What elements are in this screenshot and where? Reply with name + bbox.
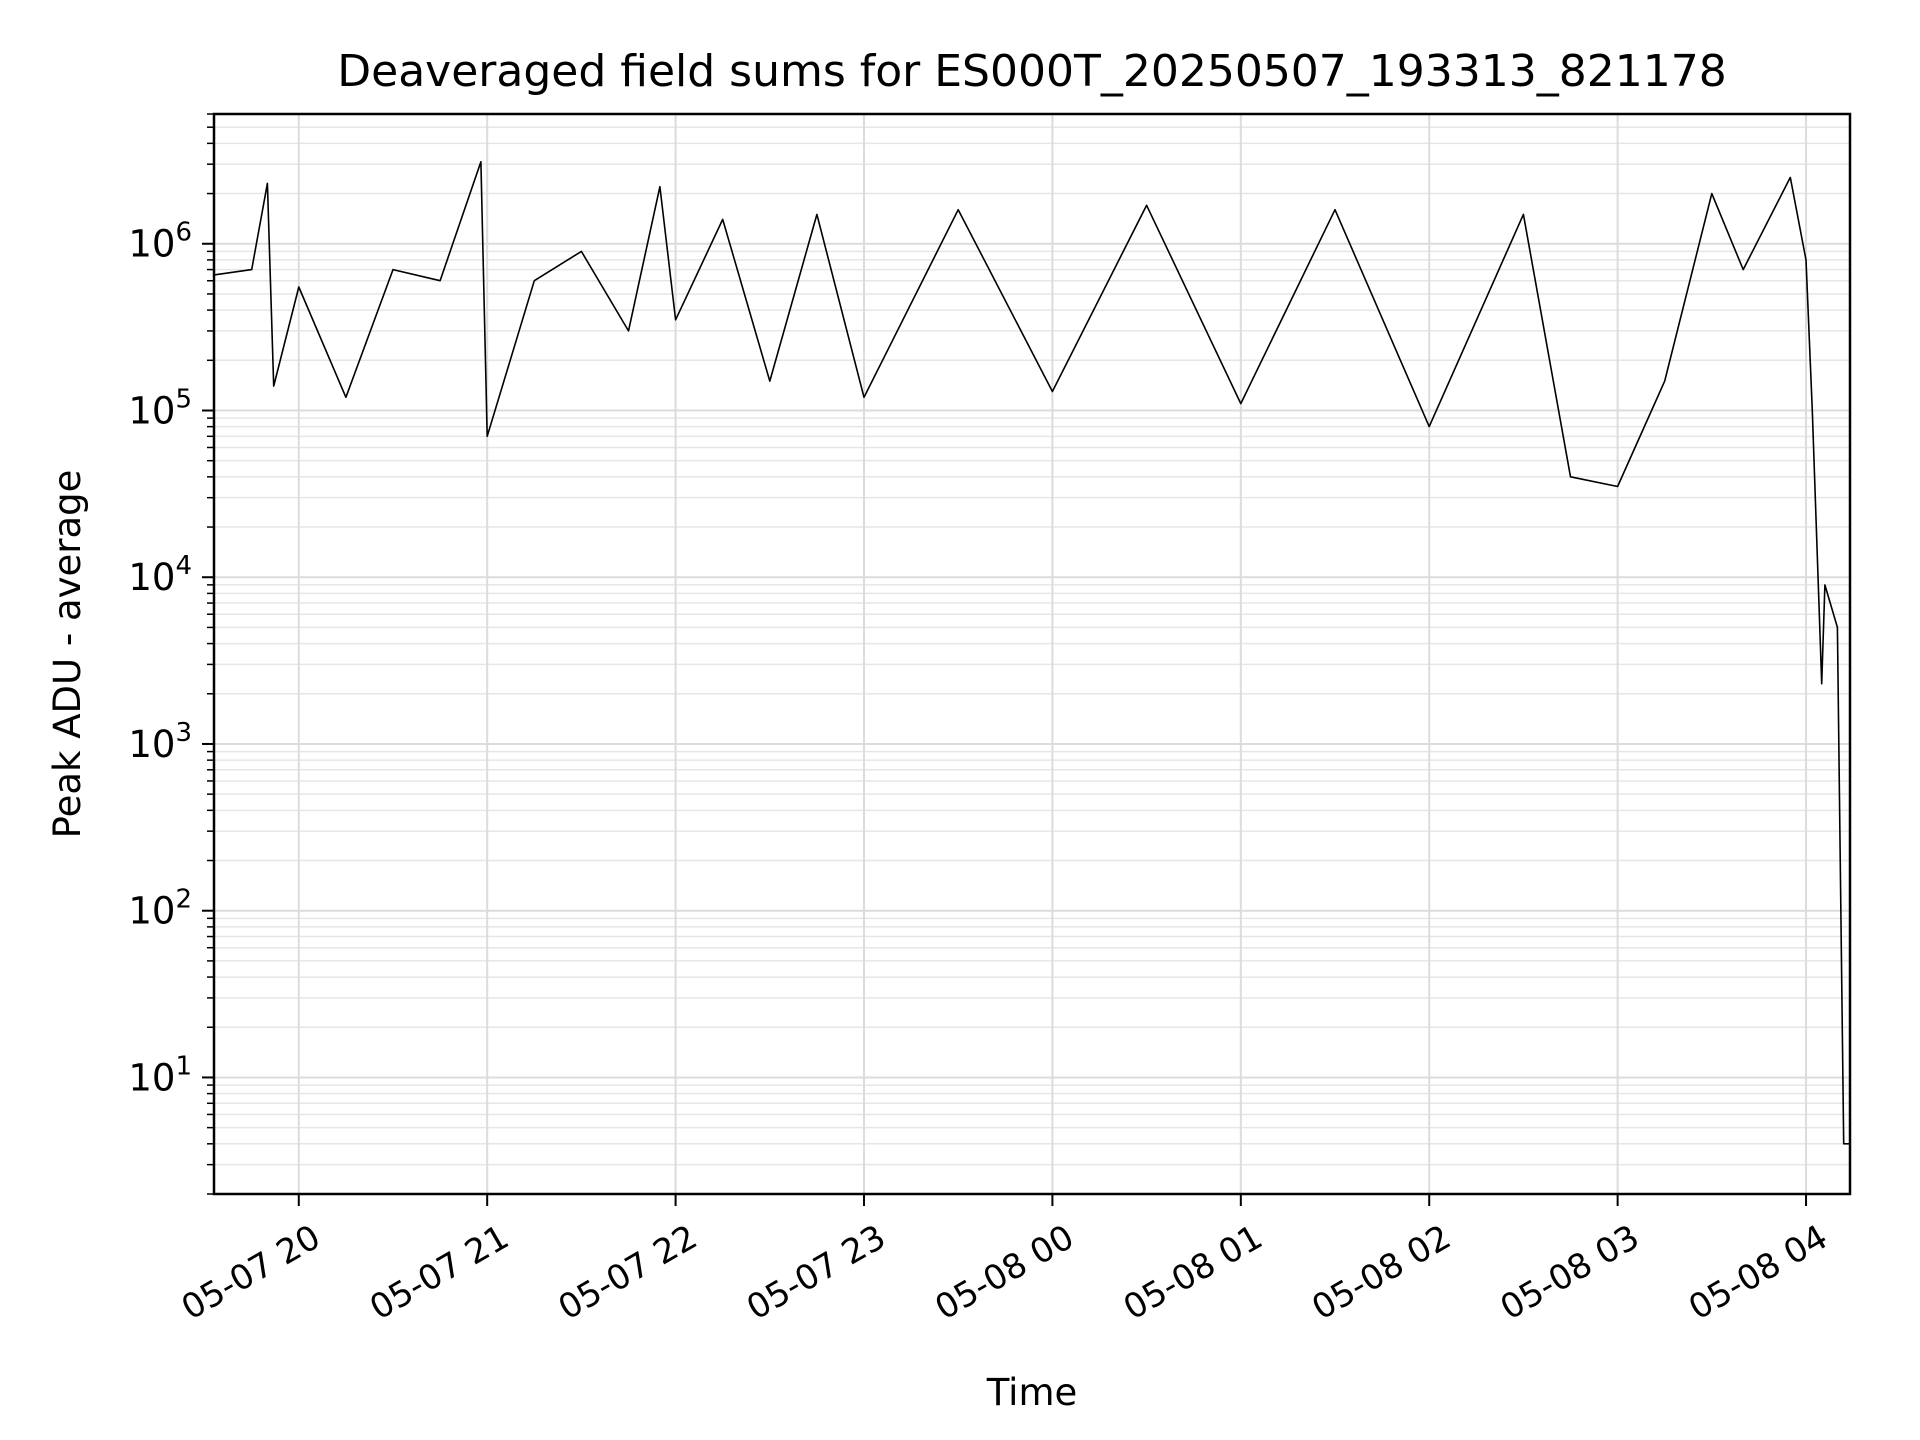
y-tick-label: 103 bbox=[128, 718, 192, 766]
x-tick-label: 05-07 23 bbox=[740, 1217, 892, 1328]
plot-frame bbox=[212, 112, 1852, 1196]
y-tick-label: 101 bbox=[128, 1051, 192, 1099]
x-tick-label: 05-08 02 bbox=[1305, 1217, 1457, 1328]
x-tick-label: 05-08 03 bbox=[1494, 1217, 1646, 1328]
y-axis: 101 102 103 104 105 106 bbox=[128, 113, 214, 1195]
chart-title: Deaveraged field sums for ES000T_2025050… bbox=[337, 46, 1726, 97]
y-tick-label: 106 bbox=[128, 218, 192, 266]
x-axis-label: Time bbox=[986, 1371, 1078, 1414]
x-tick-label: 05-07 20 bbox=[175, 1217, 327, 1328]
y-axis-label: Peak ADU - average bbox=[46, 470, 89, 839]
x-tick-label: 05-08 00 bbox=[929, 1217, 1081, 1328]
x-tick-label: 05-08 04 bbox=[1682, 1217, 1834, 1328]
y-tick-label: 104 bbox=[128, 551, 192, 599]
x-tick-label: 05-07 22 bbox=[552, 1217, 704, 1328]
data-series bbox=[213, 161, 1850, 1145]
series-line bbox=[213, 161, 1850, 1145]
x-axis: 05-07 20 05-07 21 05-07 22 05-07 23 05-08 00… bbox=[175, 1194, 1835, 1328]
y-tick-label: 102 bbox=[128, 885, 192, 933]
grid-layer bbox=[214, 113, 1850, 1195]
y-tick-label: 105 bbox=[128, 384, 192, 432]
x-tick-label: 05-08 01 bbox=[1117, 1217, 1269, 1328]
x-tick-label: 05-07 21 bbox=[363, 1217, 515, 1328]
